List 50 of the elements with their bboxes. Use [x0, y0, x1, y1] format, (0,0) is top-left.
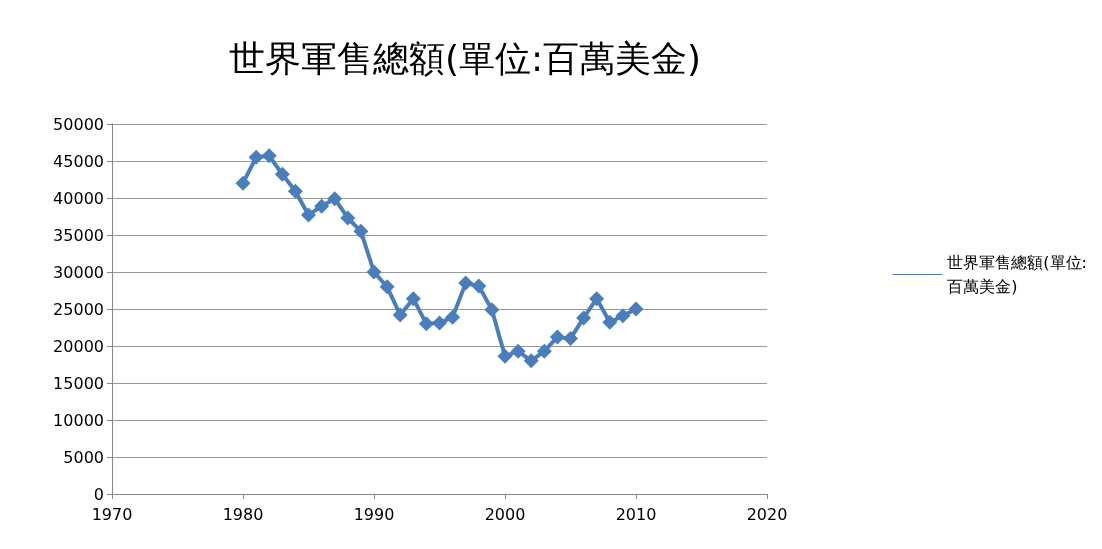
point: [497, 348, 513, 364]
y-tick-label: 50000: [53, 114, 104, 134]
y-tick-label: 30000: [53, 262, 104, 282]
point: [405, 291, 421, 307]
x-tick-label: 1990: [353, 504, 395, 524]
x-tick-label: 2000: [484, 504, 526, 524]
point: [418, 316, 434, 332]
y-tick-label: 10000: [53, 410, 104, 430]
y-tick-label: 45000: [53, 151, 104, 171]
legend-label: 世界軍售總額(單位:百萬美金): [947, 253, 1088, 296]
y-tick-label: 15000: [53, 373, 104, 393]
point: [523, 353, 539, 369]
point: [628, 301, 644, 317]
point: [287, 183, 303, 199]
x-tick-label: 2020: [746, 504, 788, 524]
point: [392, 307, 408, 323]
point: [458, 275, 474, 291]
point: [274, 166, 290, 182]
point: [353, 223, 369, 239]
point: [235, 175, 251, 191]
point: [484, 302, 500, 318]
point: [576, 310, 592, 326]
point: [536, 343, 552, 359]
x-tick-label: 2010: [615, 504, 657, 524]
point: [366, 264, 382, 280]
y-tick-label: 0: [93, 484, 104, 504]
y-tick-label: 5000: [63, 447, 104, 467]
y-tick-label: 25000: [53, 299, 104, 319]
point: [589, 291, 605, 307]
point: [615, 308, 631, 324]
point: [301, 207, 316, 223]
point: [432, 315, 447, 331]
point: [510, 343, 526, 359]
x-tick-label: 1970: [91, 504, 133, 524]
point: [602, 314, 618, 330]
x-tick-label: 1980: [222, 504, 264, 524]
point: [471, 278, 487, 294]
y-tick-label: 35000: [53, 225, 104, 245]
chart-title: 世界軍售總額(單位:百萬美金): [228, 37, 702, 79]
y-tick-label: 20000: [53, 336, 104, 356]
point: [261, 148, 277, 164]
point: [563, 331, 578, 347]
point: [549, 329, 565, 345]
point: [445, 309, 461, 325]
point: [340, 210, 356, 226]
point: [248, 149, 264, 165]
y-tick-label: 40000: [53, 188, 104, 208]
point: [314, 198, 330, 214]
point: [327, 191, 343, 207]
point: [379, 279, 395, 295]
